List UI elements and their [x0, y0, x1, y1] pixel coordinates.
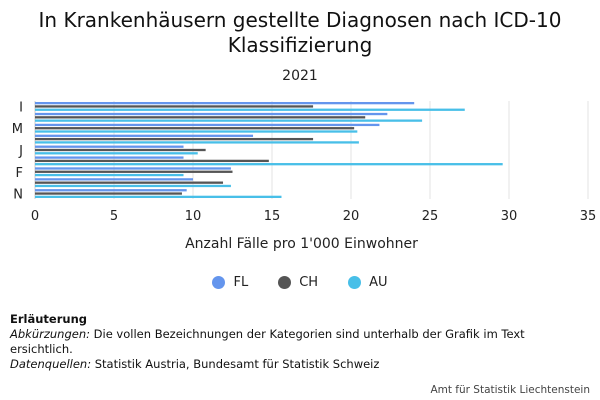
bar-au	[35, 130, 358, 133]
x-tick-label: 0	[31, 209, 39, 224]
legend-item-au[interactable]: AU	[348, 273, 388, 291]
bar-fl	[35, 189, 187, 192]
y-tick-label: N	[13, 188, 23, 203]
x-tick-label: 35	[580, 209, 597, 224]
bar-ch	[35, 127, 355, 130]
y-tick-label: F	[16, 166, 23, 181]
legend-label-au: AU	[369, 274, 388, 290]
bar-au	[35, 184, 231, 188]
notes-abbreviations: Abkürzungen: Die vollen Bezeichnungen de…	[10, 327, 580, 357]
notes-sources-label: Datenquellen:	[10, 357, 92, 371]
x-tick-label: 20	[343, 209, 360, 224]
legend-label-fl: FL	[233, 274, 249, 290]
bar-au	[35, 152, 198, 155]
bar-fl	[35, 101, 415, 105]
y-tick-label: M	[12, 122, 23, 137]
bar-fl	[35, 167, 231, 170]
bar-au	[35, 173, 184, 177]
x-tick-label: 25	[422, 209, 439, 224]
chart-title: In Krankenhäusern gestellte Diagnosen na…	[38, 8, 562, 57]
legend-swatch-ch	[278, 275, 292, 289]
x-tick-label: 5	[110, 209, 118, 224]
bar-ch	[35, 137, 314, 141]
bar-ch	[35, 181, 224, 184]
bar-ch	[35, 148, 206, 152]
notes-sources-text: Statistik Austria, Bundesamt für Statist…	[91, 357, 380, 371]
bar-ch	[35, 116, 366, 119]
x-axis-title: Anzahl Fälle pro 1'000 Einwohner	[185, 236, 418, 252]
bar-fl	[35, 178, 193, 181]
notes-sources: Datenquellen: Statistik Austria, Bundesa…	[10, 357, 580, 372]
bar-fl	[35, 145, 184, 148]
legend-label-ch: CH	[299, 274, 319, 290]
bar-au	[35, 141, 359, 144]
bar-au	[35, 163, 503, 166]
chart-subtitle: 2021	[282, 68, 318, 84]
bar-au	[35, 119, 423, 122]
bar-ch	[35, 170, 233, 173]
chart-legend: FL CH AU	[0, 273, 600, 291]
notes-heading: Erläuterung	[10, 312, 87, 326]
bar-fl	[35, 156, 184, 159]
chart-notes: Erläuterung Abkürzungen: Die vollen Beze…	[10, 312, 580, 372]
bar-ch	[35, 159, 269, 163]
bar-fl	[35, 134, 254, 137]
legend-swatch-au	[348, 275, 362, 289]
bar-au	[35, 195, 282, 199]
bar-ch	[35, 192, 182, 195]
x-tick-label: 15	[264, 209, 281, 224]
y-tick-label: I	[19, 100, 23, 115]
bar-fl	[35, 112, 388, 116]
legend-item-ch[interactable]: CH	[278, 273, 318, 291]
bar-fl	[35, 123, 380, 127]
legend-swatch-fl	[212, 275, 226, 289]
notes-abbr-text: Die vollen Bezeichnungen der Kategorien …	[10, 327, 525, 356]
y-tick-label: J	[18, 144, 23, 159]
x-tick-label: 30	[501, 209, 518, 224]
bar-ch	[35, 105, 314, 108]
x-tick-label: 10	[185, 209, 202, 224]
notes-abbr-label: Abkürzungen:	[10, 327, 90, 341]
bar-au	[35, 108, 465, 111]
source-credit: Amt für Statistik Liechtenstein	[430, 384, 590, 396]
legend-item-fl[interactable]: FL	[212, 273, 248, 291]
